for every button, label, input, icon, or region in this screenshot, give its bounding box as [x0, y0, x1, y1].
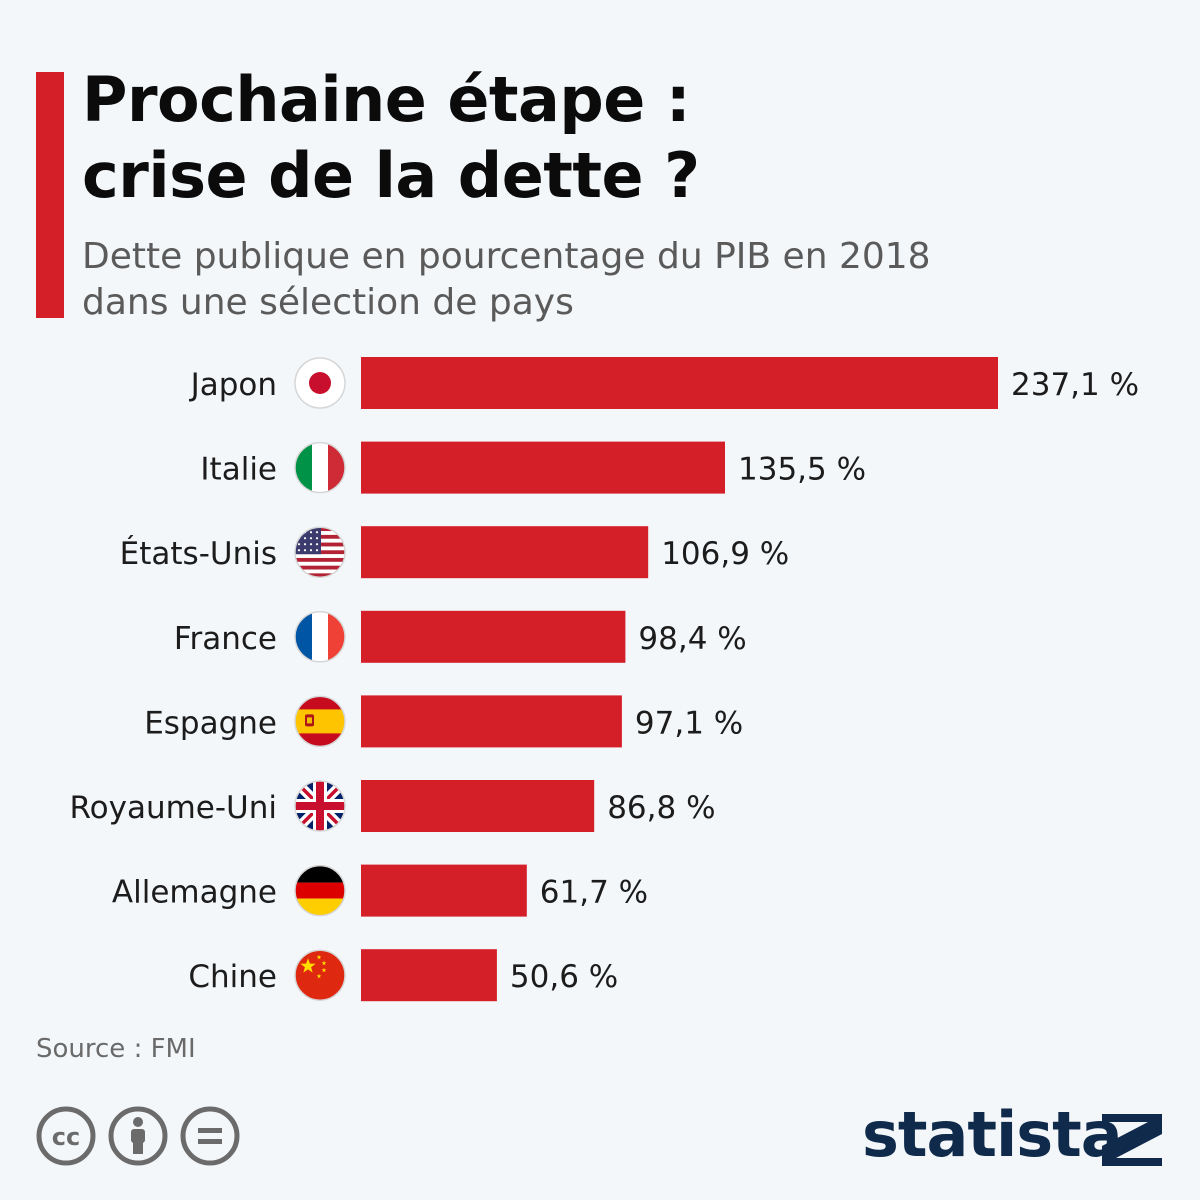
value-label-chine: 50,6 % [510, 959, 618, 995]
china-flag-icon [294, 949, 346, 1001]
title-line-1: Prochaine étape : [82, 63, 691, 136]
value-label-allemagne: 61,7 % [540, 875, 648, 911]
category-label-chine: Chine [188, 959, 277, 995]
value-label-royaume-uni: 86,8 % [607, 790, 715, 826]
subtitle-line-2: dans une sélection de pays [82, 282, 574, 323]
title-line-2: crise de la dette ? [82, 139, 700, 212]
category-label-italie: Italie [200, 452, 277, 488]
spain-flag-icon [294, 695, 346, 748]
subtitle-line-1: Dette publique en pourcentage du PIB en … [82, 236, 931, 277]
category-label-espagne: Espagne [144, 705, 277, 741]
no-derivatives-icon[interactable] [180, 1106, 240, 1166]
statista-logo-mark-icon [1102, 1114, 1162, 1166]
cc-icon[interactable]: cc [36, 1106, 96, 1166]
attribution-icon[interactable] [108, 1106, 168, 1166]
italy-flag-icon [294, 441, 346, 494]
value-label-italie: 135,5 % [738, 452, 866, 488]
bar-allemagne [361, 864, 527, 917]
bar-france [361, 610, 626, 663]
japan-flag-icon [294, 357, 346, 409]
bar-chine [361, 949, 497, 1002]
source-note: Source : FMI [36, 1034, 196, 1064]
title-accent-bar [36, 72, 64, 318]
bar-italie [361, 441, 725, 494]
usa-flag-icon [294, 526, 346, 578]
bar-espagne [361, 695, 622, 748]
chart-subtitle: Dette publique en pourcentage du PIB en … [82, 234, 1162, 326]
value-label-espagne: 97,1 % [635, 705, 743, 741]
brand-name: statista [862, 1098, 1123, 1171]
germany-flag-icon [294, 864, 346, 917]
svg-text:cc: cc [52, 1123, 80, 1151]
france-flag-icon [294, 611, 346, 663]
bar-royaume-uni [361, 780, 595, 832]
uk-flag-icon [294, 780, 346, 832]
category-label-japon: Japon [189, 367, 277, 403]
category-label-etats-unis: États-Unis [120, 536, 277, 572]
value-label-japon: 237,1 % [1011, 367, 1139, 403]
bar-etats-unis [361, 526, 649, 579]
category-label-france: France [174, 621, 277, 657]
value-label-etats-unis: 106,9 % [661, 536, 789, 572]
bar-japon [361, 357, 998, 409]
page-title: Prochaine étape : crise de la dette ? [82, 62, 1162, 214]
value-label-france: 98,4 % [638, 621, 746, 657]
category-label-royaume-uni: Royaume-Uni [69, 790, 277, 826]
category-label-allemagne: Allemagne [112, 875, 277, 911]
